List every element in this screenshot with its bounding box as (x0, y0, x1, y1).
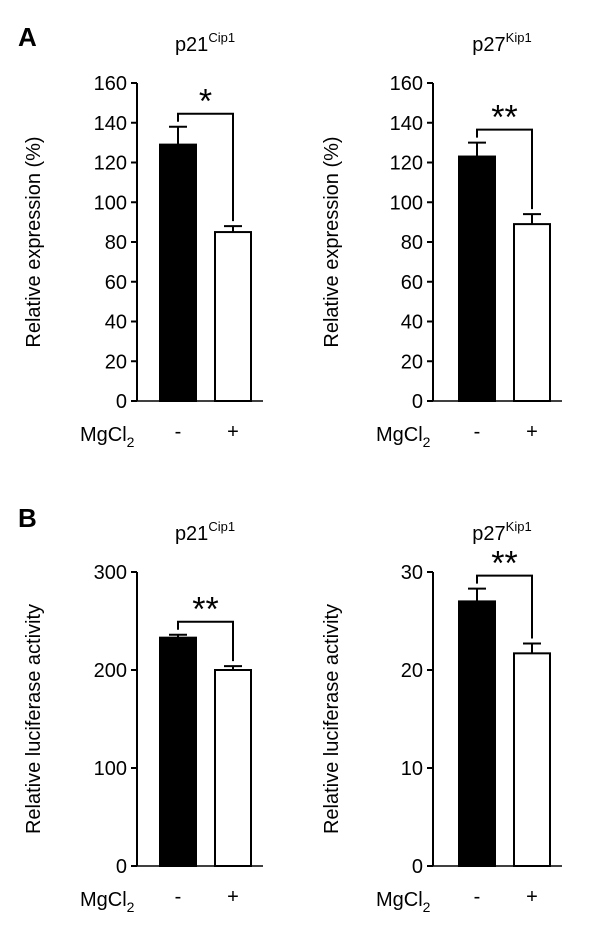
bar-plus (513, 652, 551, 868)
y-tick-label: 60 (401, 272, 423, 294)
y-tick-label: 100 (94, 758, 127, 780)
category-label-plus: + (227, 421, 239, 443)
y-tick-label: 100 (390, 192, 423, 214)
y-tick-label: 160 (390, 73, 423, 95)
y-tick-label: 40 (105, 312, 127, 334)
category-label-minus: - (474, 886, 481, 908)
error-bar (523, 213, 541, 225)
y-tick-label: 60 (105, 272, 127, 294)
chart-title-base: p21 (175, 34, 208, 56)
y-tick-label: 100 (94, 192, 127, 214)
group-label: MgCl2 (80, 424, 135, 450)
y-tick-label: 20 (105, 351, 127, 373)
chart-2: p27Kip1 0 20 40 60 80 100 120 140 160 Relative exp… (321, 30, 562, 450)
significance-bracket (476, 574, 533, 639)
error-bar (169, 633, 187, 638)
significance-marker: ** (491, 545, 517, 583)
chart-title: p21Cip1 (175, 30, 235, 56)
chart-1: p21Cip1 0 20 40 60 80 100 120 140 160 Relative exp… (23, 30, 263, 450)
chart-title: p27Kip1 (472, 519, 531, 545)
y-tick-label: 80 (105, 232, 127, 254)
significance-marker: ** (491, 99, 517, 137)
chart-title: p21Cip1 (175, 519, 235, 545)
y-axis-label: Relative expression (%) (23, 136, 45, 347)
y-tick-label: 120 (94, 153, 127, 175)
y-tick-label: 20 (401, 351, 423, 373)
error-bar (169, 125, 187, 145)
category-label-minus: - (175, 421, 182, 443)
y-tick-label: 200 (94, 660, 127, 682)
category-label-plus: + (526, 421, 538, 443)
error-bar (468, 141, 486, 157)
category-label-plus: + (526, 886, 538, 908)
significance-bracket (177, 112, 234, 222)
bar-minus (458, 155, 496, 402)
chart-title: p27Kip1 (472, 30, 531, 56)
y-tick-label: 160 (94, 73, 127, 95)
y-tick-label: 120 (390, 153, 423, 175)
bar-plus (214, 669, 252, 867)
bar-minus (159, 143, 197, 403)
group-label-base: MgCl (80, 889, 127, 911)
group-label-subscript: 2 (423, 434, 431, 450)
error-bar (224, 225, 242, 233)
y-tick-label: 30 (401, 562, 423, 584)
chart-title-superscript: Cip1 (208, 519, 235, 534)
chart-3: p21Cip1 0 100 200 300 Relative luciferase act… (23, 519, 263, 915)
bar-minus (458, 600, 496, 868)
chart-title-base: p21 (175, 523, 208, 545)
category-label-minus: - (474, 421, 481, 443)
significance-bracket (177, 620, 234, 662)
y-axis-label: Relative expression (%) (321, 136, 343, 347)
y-tick-label: 0 (412, 856, 423, 878)
group-label-base: MgCl (376, 424, 423, 446)
group-label-subscript: 2 (127, 434, 135, 450)
group-label-subscript: 2 (423, 899, 431, 915)
y-tick-label: 10 (401, 758, 423, 780)
group-label-subscript: 2 (127, 899, 135, 915)
group-label: MgCl2 (376, 889, 431, 915)
y-tick-label: 40 (401, 312, 423, 334)
error-bar (468, 587, 486, 602)
y-tick-label: 0 (412, 391, 423, 413)
chart-title-superscript: Kip1 (506, 519, 532, 534)
y-tick-label: 80 (401, 232, 423, 254)
chart-4: p27Kip1 0 10 20 30 Relative luciferase activi… (321, 519, 562, 915)
panel-letter-b: B (18, 503, 37, 533)
y-tick-label: 20 (401, 660, 423, 682)
chart-title-superscript: Cip1 (208, 30, 235, 45)
category-label-plus: + (227, 886, 239, 908)
group-label-base: MgCl (376, 889, 423, 911)
group-label: MgCl2 (376, 424, 431, 450)
chart-title-base: p27 (472, 523, 505, 545)
y-tick-label: 140 (390, 113, 423, 135)
y-tick-label: 0 (116, 856, 127, 878)
category-label-minus: - (175, 886, 182, 908)
chart-title-superscript: Kip1 (506, 30, 532, 45)
significance-marker: * (199, 83, 212, 121)
group-label: MgCl2 (80, 889, 135, 915)
bar-minus (159, 636, 197, 867)
significance-marker: ** (192, 591, 218, 629)
y-tick-label: 0 (116, 391, 127, 413)
error-bar (523, 642, 541, 654)
panel-letter-a: A (18, 22, 37, 52)
y-tick-label: 300 (94, 562, 127, 584)
bar-plus (513, 223, 551, 402)
significance-bracket (476, 128, 533, 210)
error-bar (224, 665, 242, 670)
bar-plus (214, 231, 252, 402)
chart-title-base: p27 (472, 34, 505, 56)
group-label-base: MgCl (80, 424, 127, 446)
y-axis-label: Relative luciferase activity (23, 604, 45, 834)
y-axis-label: Relative luciferase activity (321, 604, 343, 834)
y-tick-label: 140 (94, 113, 127, 135)
